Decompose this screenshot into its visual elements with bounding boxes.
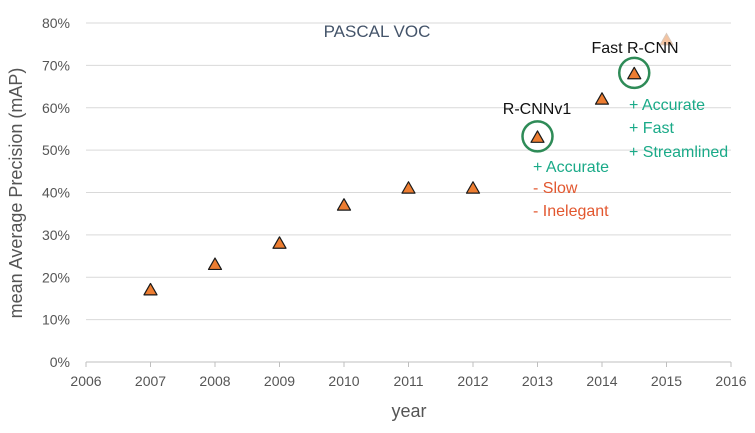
chart-title: PASCAL VOC — [324, 22, 431, 41]
x-tick-label: 2013 — [522, 373, 553, 389]
annotation-note-rcnnv1-inelegant: - Inelegant — [533, 203, 609, 220]
y-tick-label: 80% — [42, 15, 70, 31]
annotation-label-rcnnv1: R-CNNv1 — [503, 101, 572, 118]
data-points — [143, 32, 674, 296]
y-tick-label: 0% — [50, 354, 70, 370]
x-tick-label: 2016 — [715, 373, 746, 389]
annotation-label-fast-rcnn: Fast R-CNN — [591, 40, 678, 57]
y-tick-label: 20% — [42, 269, 70, 285]
data-point — [336, 198, 352, 211]
data-point — [465, 181, 481, 194]
annotation-note-rcnnv1-accurate: + Accurate — [533, 159, 609, 176]
y-tick-label: 60% — [42, 100, 70, 116]
x-tick-label: 2007 — [135, 373, 166, 389]
x-tick-label: 2011 — [393, 373, 423, 389]
highlight-circle — [521, 120, 554, 153]
annotation-note-rcnnv1-slow: - Slow — [533, 180, 578, 197]
x-tick-label: 2014 — [586, 373, 617, 389]
x-tick-label: 2010 — [328, 373, 359, 389]
y-tick-label: 40% — [42, 185, 70, 201]
x-tick-label: 2008 — [199, 373, 230, 389]
y-tick-label: 50% — [42, 142, 70, 158]
data-point — [594, 92, 610, 105]
data-point — [143, 282, 158, 296]
data-point — [627, 66, 642, 80]
x-tick-label: 2015 — [651, 373, 682, 389]
y-axis-title: mean Average Precision (mAP) — [6, 68, 26, 319]
x-tick-labels: 2006 2007 2008 2009 2010 2011 2012 2013 2014 2015… — [70, 362, 747, 389]
highlight-circle — [618, 56, 651, 90]
annotation-note-fast-rcnn-streamlined: + Streamlined — [629, 144, 728, 161]
gridlines — [86, 22, 731, 321]
annotation-rcnnv1: R-CNNv1 + Accurate - Slow - Inelegant — [503, 101, 609, 220]
annotation-note-fast-rcnn-fast: + Fast — [629, 120, 674, 137]
data-point — [401, 181, 416, 194]
highlight-circles — [521, 56, 651, 153]
y-tick-label: 70% — [42, 57, 70, 73]
x-axis-title: year — [391, 401, 426, 421]
y-tick-labels: 0% 10% 20% 30% 40% 50% 60% 70% 80% — [42, 15, 70, 370]
y-tick-label: 10% — [42, 312, 70, 328]
x-tick-label: 2012 — [457, 373, 488, 389]
x-tick-label: 2006 — [70, 373, 101, 389]
annotation-note-fast-rcnn-accurate: + Accurate — [629, 97, 705, 114]
y-tick-label: 30% — [42, 227, 70, 243]
annotation-fast-rcnn: Fast R-CNN + Accurate + Fast + Streamlin… — [591, 40, 728, 161]
data-point — [530, 130, 545, 143]
data-point — [207, 257, 223, 271]
data-point-faded — [659, 32, 674, 46]
x-tick-label: 2009 — [264, 373, 295, 389]
data-point — [272, 236, 287, 249]
